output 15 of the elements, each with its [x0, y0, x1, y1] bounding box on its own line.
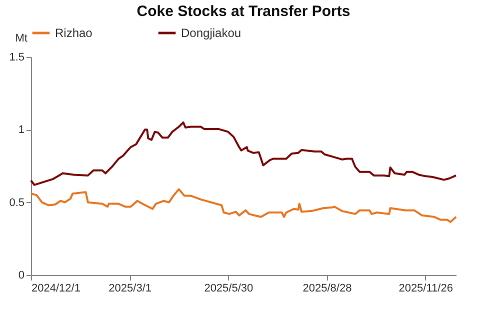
x-tick-label: 2025/5/30 — [204, 282, 254, 294]
line-series — [30, 121, 457, 186]
y-axis-title: Mt — [15, 32, 28, 44]
x-tick-label: 2025/3/1 — [108, 282, 152, 294]
x-tick-label: 2025/11/26 — [398, 282, 453, 294]
legend-label: Rizhao — [55, 26, 93, 40]
y-tick-label: 1.5 — [9, 52, 24, 64]
y-tick-label: 1 — [18, 124, 24, 136]
line-series — [30, 188, 457, 223]
x-tick-label: 2025/8/28 — [302, 282, 352, 294]
legend-label: Dongjiakou — [181, 26, 242, 40]
y-tick-label: 0 — [18, 270, 24, 282]
x-tick-label: 2024/12/1 — [32, 282, 80, 294]
y-tick-label: 0.5 — [9, 196, 24, 209]
chart-title: Coke Stocks at Transfer Ports — [136, 3, 350, 20]
